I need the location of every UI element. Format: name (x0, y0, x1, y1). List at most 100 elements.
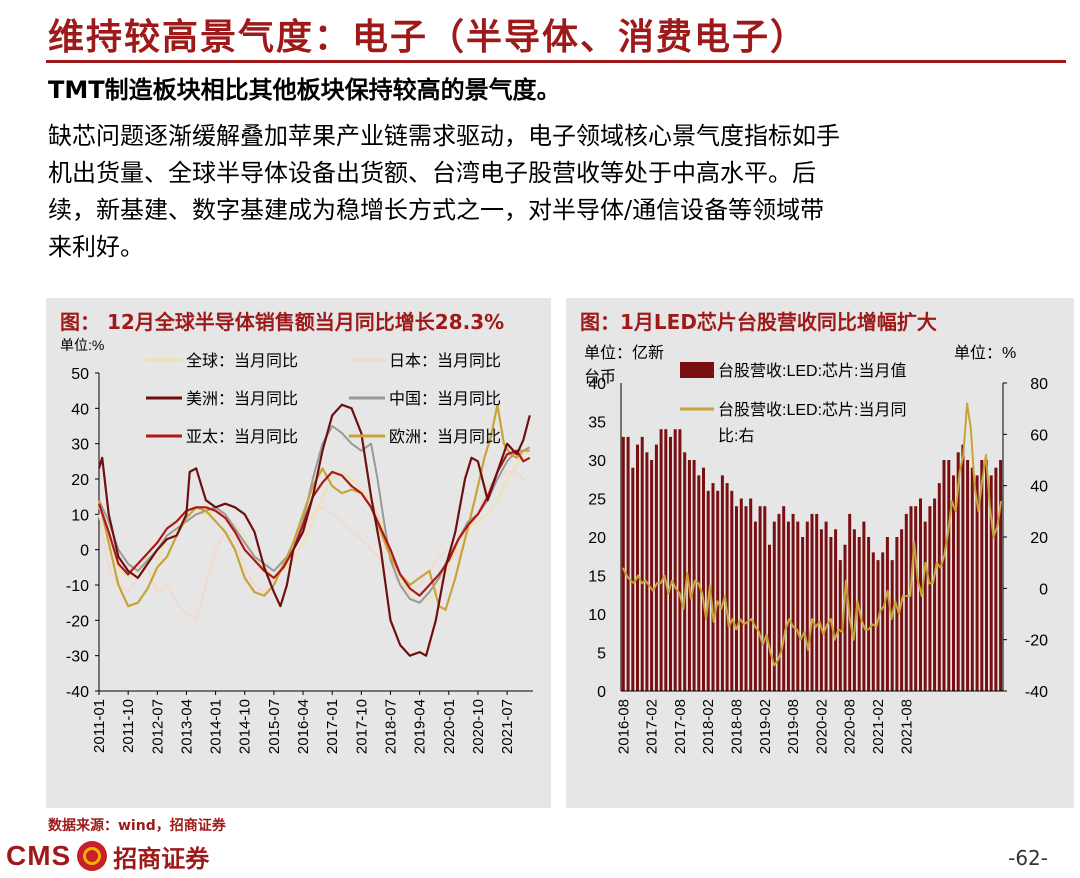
body-line: 来利好。 (48, 233, 144, 261)
right-unit-label: 单位：% (954, 344, 1016, 362)
x-tick-label: 2017-10 (353, 699, 370, 754)
revenue-bar (937, 483, 941, 691)
revenue-bar (786, 521, 790, 691)
x-tick-label: 2013-04 (178, 699, 195, 754)
revenue-bar (758, 506, 762, 691)
logo-chinese-text: 招商证券 (113, 843, 210, 873)
page-subtitle: TMT制造板块相比其他板块保持较高的景气度。 (48, 76, 561, 104)
x-tick-label: 2020-02 (813, 699, 830, 754)
x-tick-label: 2014-01 (208, 699, 225, 754)
revenue-bar (966, 460, 970, 691)
revenue-bar (885, 537, 889, 691)
y-right-tick-label: 20 (1030, 530, 1048, 547)
revenue-bar (810, 513, 814, 691)
y-right-tick-label: 80 (1030, 376, 1048, 393)
revenue-bar (626, 436, 630, 691)
revenue-bar (768, 544, 771, 691)
body-line: 机出货量、全球半导体设备出货额、台湾电子股营收等处于中高水平。后 (48, 159, 816, 187)
revenue-bar (928, 506, 932, 691)
data-source-note: 数据来源：wind，招商证券 (48, 818, 226, 834)
x-tick-label: 2018-08 (729, 699, 746, 754)
revenue-bar (711, 483, 715, 691)
unit-label: 单位:% (60, 337, 104, 353)
x-tick-label: 2015-07 (266, 699, 283, 754)
revenue-bar (650, 460, 654, 691)
revenue-bar (824, 521, 828, 691)
revenue-bar (739, 498, 743, 691)
page-number: -62- (1008, 846, 1048, 870)
revenue-bar (909, 506, 913, 691)
y-right-tick-label: -20 (1025, 633, 1048, 650)
legend-label: 台股营收:LED:芯片:当月同 (718, 401, 906, 419)
page-title: 维持较高景气度：电子（半导体、消费电子） (48, 16, 809, 58)
revenue-bar (753, 521, 757, 691)
semiconductor-sales-chart-panel: 图： 12月全球半导体销售额当月同比增长28.3% 单位:% 50 40 30 20 10… (46, 298, 551, 808)
revenue-bar (848, 513, 852, 691)
y-right-tick-label: -40 (1025, 684, 1048, 701)
y-tick-label: -10 (66, 578, 89, 595)
x-tick-label: 2014-10 (237, 699, 254, 754)
revenue-bar (669, 436, 672, 691)
legend-label: 美洲：当月同比 (186, 390, 298, 408)
revenue-bar (749, 498, 753, 691)
body-line: 缺芯问题逐渐缓解叠加苹果产业链需求驱动，电子领域核心景气度指标如手 (48, 122, 840, 150)
y-left-tick-label: 30 (588, 453, 606, 470)
revenue-bar (952, 475, 955, 691)
revenue-bar (994, 467, 998, 691)
x-tick-label: 2017-02 (644, 699, 661, 754)
revenue-bar (975, 475, 979, 691)
y-tick-label: -30 (66, 649, 89, 666)
x-tick-label: 2018-02 (700, 699, 717, 754)
title-divider (46, 60, 1066, 63)
revenue-bar (876, 560, 880, 691)
chart-title: 图：1月LED芯片台股营收同比增幅扩大 (580, 310, 937, 334)
revenue-bar (890, 560, 894, 691)
revenue-bar (862, 521, 866, 691)
y-left-tick-label: 40 (588, 376, 606, 393)
revenue-bar (772, 521, 776, 691)
x-tick-label: 2016-08 (615, 699, 632, 754)
y-tick-label: 50 (71, 366, 89, 383)
y-tick-label: 20 (71, 472, 89, 489)
y-left-tick-label: 0 (597, 684, 606, 701)
revenue-bar (900, 529, 904, 691)
chart-title: 图： 12月全球半导体销售额当月同比增长28.3% (60, 310, 505, 334)
revenue-bar (730, 490, 734, 691)
x-tick-label: 2017-08 (672, 699, 689, 754)
revenue-bar (815, 513, 819, 691)
company-logo: CMS 招商证券 (6, 838, 209, 874)
legend-label: 中国：当月同比 (389, 390, 501, 408)
x-tick-label: 2020-08 (842, 699, 859, 754)
legend-label: 全球：当月同比 (186, 352, 298, 370)
x-tick-label: 2019-02 (757, 699, 774, 754)
revenue-bar (895, 537, 899, 691)
left-unit-label-line2: 台币 (584, 368, 616, 386)
y-tick-label: 0 (80, 543, 89, 560)
y-right-tick-label: 0 (1039, 581, 1048, 598)
revenue-bar (654, 444, 658, 691)
revenue-bar (956, 452, 960, 691)
revenue-bar (763, 506, 767, 691)
revenue-bar (801, 537, 805, 691)
revenue-bar (782, 506, 786, 691)
revenue-bar (805, 521, 809, 691)
revenue-bar (725, 483, 729, 691)
revenue-bar (744, 506, 748, 691)
revenue-bar (867, 537, 871, 691)
series-line (98, 450, 531, 604)
y-right-tick-label: 60 (1030, 427, 1048, 444)
y-left-tick-label: 20 (588, 530, 606, 547)
x-tick-label: 2012-07 (149, 699, 166, 754)
y-tick-label: 10 (71, 507, 89, 524)
y-left-tick-label: 5 (597, 646, 606, 663)
left-unit-label: 单位：亿新 (584, 344, 664, 362)
revenue-bar (838, 560, 842, 691)
yoy-line (622, 402, 1003, 667)
revenue-bar (871, 552, 875, 691)
revenue-bar (829, 537, 833, 691)
body-line: 续，新基建、数字基建成为稳增长方式之一，对半导体/通信设备等领域带 (48, 196, 825, 224)
body-paragraph: 缺芯问题逐渐缓解叠加苹果产业链需求驱动，电子领域核心景气度指标如手 机出货量、全… (48, 118, 1048, 266)
led-revenue-chart-panel: 图：1月LED芯片台股营收同比增幅扩大 单位：亿新 台币 单位：% 40 35 30 25 2… (566, 298, 1074, 808)
x-tick-label: 2011-10 (120, 699, 137, 753)
x-tick-label: 2018-07 (382, 699, 399, 754)
